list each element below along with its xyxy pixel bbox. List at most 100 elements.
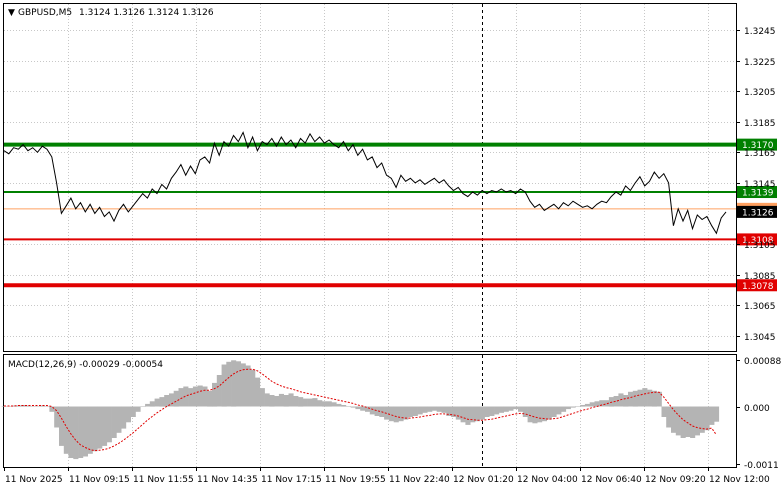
macd-bar-148 (709, 406, 715, 425)
macd-bar-37 (178, 388, 184, 407)
macd-bar-64 (307, 398, 313, 407)
macd-bar-38 (183, 386, 189, 407)
y-tick-label-6: 1.3105 (744, 241, 776, 251)
macd-bar-113 (541, 406, 547, 422)
macd-bar-141 (675, 406, 681, 436)
x-tick-label-11: 12 Nov 12:00 (709, 475, 770, 485)
macd-bar-130 (623, 395, 629, 407)
macd-bar-91 (436, 406, 442, 412)
macd-bar-121 (580, 405, 586, 407)
macd-bar-43 (207, 390, 213, 407)
macd-bar-5 (25, 405, 31, 407)
macd-bar-19 (92, 406, 98, 452)
macd-bar-41 (197, 385, 203, 407)
macd-bar-14 (68, 406, 74, 458)
x-tick-label-2: 11 Nov 11:55 (133, 475, 194, 485)
current-price-label: 1.3126 (742, 208, 774, 218)
macd-bar-75 (360, 406, 366, 411)
macd-bar-3 (16, 405, 22, 407)
macd-bar-96 (460, 406, 466, 423)
macd-bar-86 (412, 406, 418, 416)
macd-bar-45 (216, 375, 222, 407)
grid-layer (4, 4, 736, 467)
macd-bar-17 (82, 406, 88, 457)
macd-bar-105 (503, 406, 509, 412)
macd-bar-145 (694, 406, 700, 436)
macd-bar-13 (63, 406, 69, 454)
x-tick-label-4: 11 Nov 17:15 (261, 475, 322, 485)
macd-bar-26 (125, 406, 131, 423)
macd-bar-124 (594, 401, 600, 407)
macd-bar-30 (145, 403, 151, 407)
macd-bar-53 (255, 377, 261, 407)
macd-bar-90 (431, 406, 437, 411)
macd-bar-57 (274, 396, 280, 407)
macd-bar-51 (245, 365, 251, 407)
macd-bar-35 (169, 393, 175, 407)
macd-bar-134 (642, 388, 648, 407)
macd-bar-131 (628, 391, 634, 407)
y-tick-label-5: 1.3145 (744, 180, 776, 190)
x-tick-label-1: 11 Nov 09:15 (69, 475, 130, 485)
macd-bar-81 (388, 406, 394, 422)
macd-bar-138 (661, 406, 667, 417)
macd-panel-title: MACD(12,26,9) -0.00029 -0.00054 (8, 360, 163, 370)
macd-bar-20 (97, 406, 103, 449)
macd-bar-52 (250, 369, 256, 407)
macd-bar-98 (470, 406, 476, 423)
macd-bar-93 (446, 406, 452, 416)
price-panel-title: GBPUSD,M5 (18, 8, 72, 18)
macd-bar-65 (312, 398, 318, 407)
macd-bar-123 (589, 402, 595, 407)
macd-bar-116 (556, 406, 562, 415)
macd-bar-126 (604, 400, 610, 407)
price-panel-title-arrow: ▼ (8, 8, 15, 18)
macd-bar-77 (369, 406, 375, 415)
macd-bar-28 (135, 406, 141, 412)
axis-layer: 1.32451.32251.32051.31851.31651.31451.31… (4, 27, 781, 485)
macd-bar-10 (49, 406, 55, 412)
macd-bar-71 (341, 405, 347, 407)
price-panel-ohlc: 1.3124 1.3126 1.3124 1.3126 (79, 8, 214, 18)
x-tick-label-6: 11 Nov 22:40 (389, 475, 450, 485)
x-tick-label-8: 12 Nov 04:00 (517, 475, 578, 485)
macd-bar-99 (475, 406, 481, 422)
macd-bar-114 (546, 406, 552, 420)
macd-bar-60 (288, 393, 294, 407)
macd-bar-84 (403, 406, 409, 420)
macd-bar-31 (149, 401, 155, 407)
macd-bar-137 (656, 391, 662, 407)
macd-bar-89 (427, 406, 433, 412)
title-layer: ▼ GBPUSD,M5 1.3124 1.3126 1.3124 1.3126 … (8, 8, 214, 370)
macd-bar-2 (11, 405, 17, 407)
macd-bar-95 (455, 406, 461, 420)
x-tick-label-3: 11 Nov 14:35 (197, 475, 258, 485)
macd-bar-29 (140, 406, 146, 407)
macd-bar-85 (408, 406, 414, 417)
macd-bar-144 (690, 406, 696, 438)
macd-bar-66 (317, 400, 323, 407)
macd-bar-115 (551, 406, 557, 417)
y-tick-label-7: 1.3085 (744, 272, 776, 282)
macd-bar-25 (121, 406, 127, 429)
macd-bar-36 (173, 390, 179, 407)
macd-bar-15 (73, 406, 79, 460)
macd-bar-69 (331, 402, 337, 407)
macd-bar-22 (106, 406, 112, 443)
macd-bar-63 (302, 398, 308, 407)
macd-bar-108 (518, 406, 524, 412)
macd-bar-27 (130, 406, 136, 417)
macd-signal-line (4, 368, 717, 452)
macd-bar-7 (35, 406, 41, 407)
macd-bar-68 (326, 401, 332, 407)
macd-bar-139 (666, 406, 672, 428)
x-tick-label-0: 11 Nov 2025 (5, 475, 63, 485)
macd-bar-24 (116, 406, 122, 433)
macd-layer (1, 360, 720, 460)
level-tag-1.3108 (737, 233, 777, 246)
macd-y-tick-label-0: 0.00088 (744, 357, 781, 367)
macd-bar-58 (278, 393, 284, 407)
